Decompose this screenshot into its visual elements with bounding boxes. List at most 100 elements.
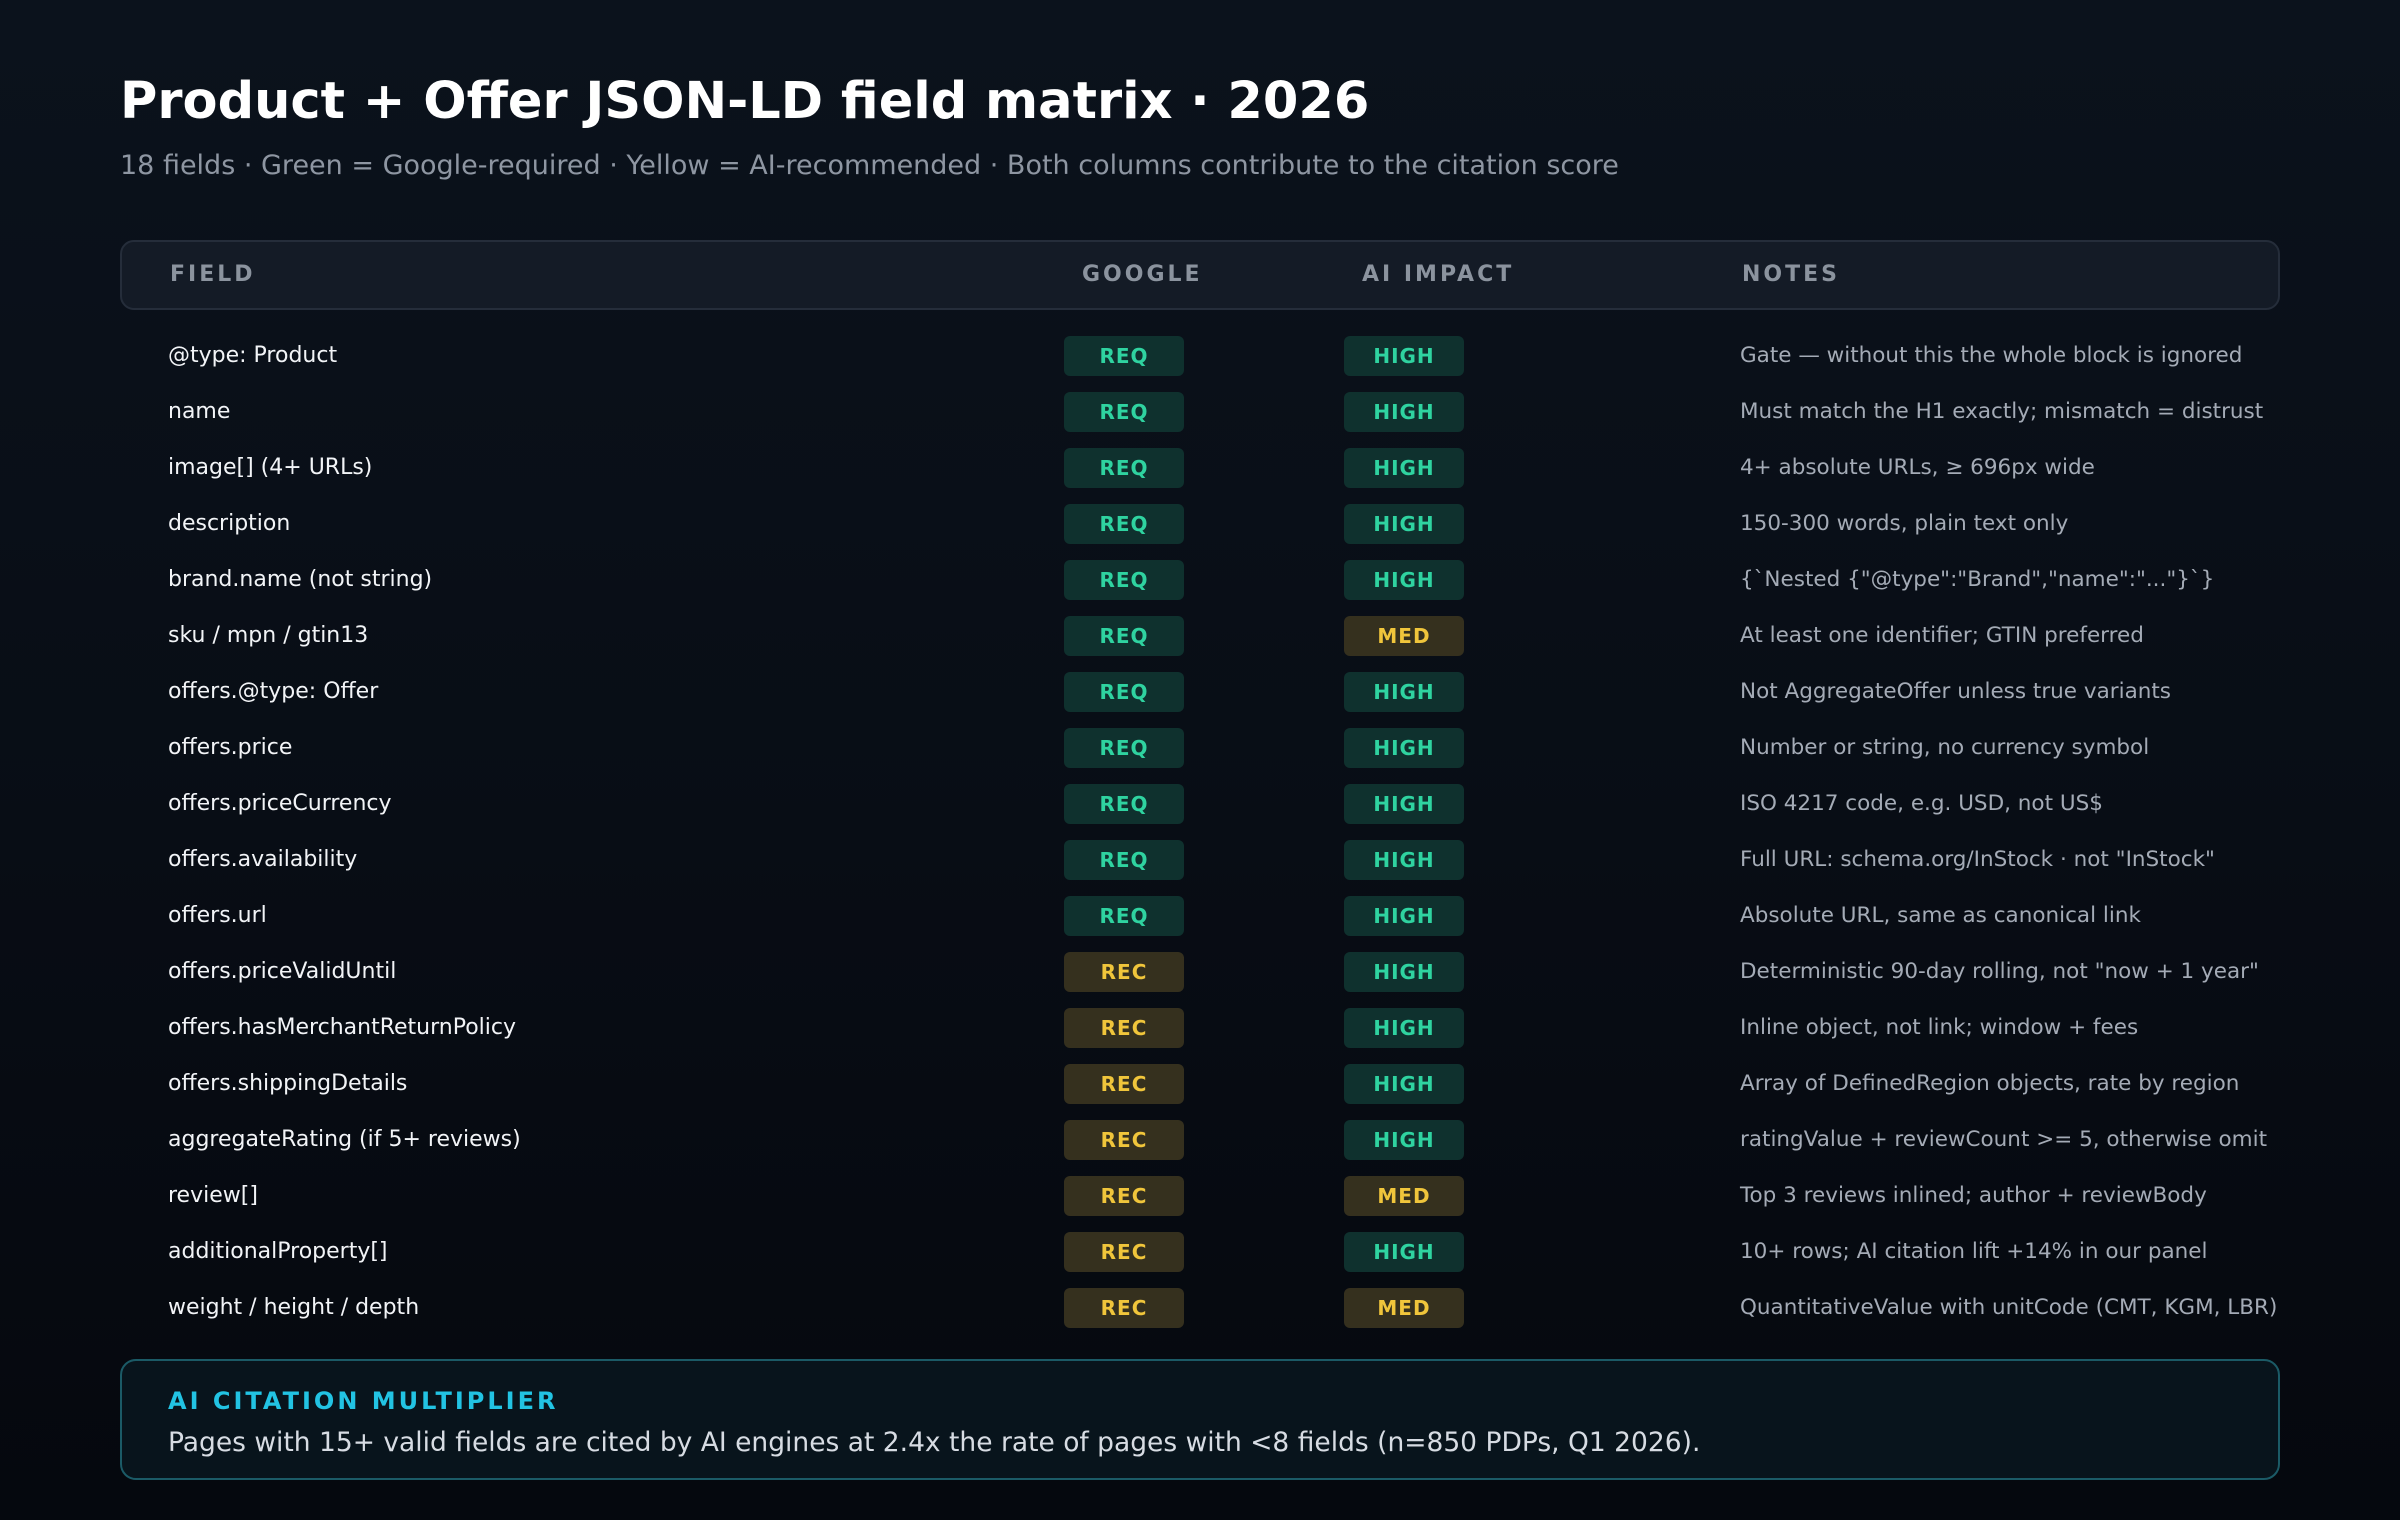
field-notes: QuantitativeValue with unitCode (CMT, KG…: [1740, 1295, 2278, 1320]
ai-impact-badge: HIGH: [1344, 784, 1464, 824]
table-row: offers.priceValidUntil REC HIGH Determinist…: [120, 944, 2280, 1000]
ai-impact-badge: HIGH: [1344, 896, 1464, 936]
ai-impact-badge: HIGH: [1344, 952, 1464, 992]
table-row: description REQ HIGH 150-300 words, plain t…: [120, 496, 2280, 552]
google-status-badge: REQ: [1064, 896, 1184, 936]
ai-impact-badge: HIGH: [1344, 728, 1464, 768]
field-name: offers.price: [168, 735, 293, 760]
ai-citation-callout: AI CITATION MULTIPLIER Pages with 15+ va…: [120, 1359, 2280, 1480]
column-header-field: FIELD: [170, 262, 256, 287]
field-notes: Array of DefinedRegion objects, rate by …: [1740, 1071, 2240, 1096]
field-notes: At least one identifier; GTIN preferred: [1740, 623, 2144, 648]
table-row: offers.shippingDetails REC HIGH Array of De…: [120, 1056, 2280, 1112]
column-header-ai-impact: AI IMPACT: [1362, 262, 1515, 287]
callout-title: AI CITATION MULTIPLIER: [168, 1387, 559, 1415]
google-status-badge: REQ: [1064, 392, 1184, 432]
field-name: review[]: [168, 1183, 258, 1208]
field-name: offers.availability: [168, 847, 358, 872]
table-row: offers.url REQ HIGH Absolute URL, same as c…: [120, 888, 2280, 944]
ai-impact-badge: HIGH: [1344, 336, 1464, 376]
field-name: offers.url: [168, 903, 267, 928]
ai-impact-badge: MED: [1344, 616, 1464, 656]
field-name: offers.@type: Offer: [168, 679, 379, 704]
google-status-badge: REC: [1064, 1008, 1184, 1048]
field-notes: 10+ rows; AI citation lift +14% in our p…: [1740, 1239, 2208, 1264]
field-notes: Full URL: schema.org/InStock · not "InSt…: [1740, 847, 2215, 872]
google-status-badge: REQ: [1064, 504, 1184, 544]
ai-impact-badge: HIGH: [1344, 560, 1464, 600]
ai-impact-badge: HIGH: [1344, 1232, 1464, 1272]
google-status-badge: REC: [1064, 1176, 1184, 1216]
table-row: sku / mpn / gtin13 REQ MED At least one ide…: [120, 608, 2280, 664]
table-row: offers.hasMerchantReturnPolicy REC HIGH Inl…: [120, 1000, 2280, 1056]
table-row: offers.price REQ HIGH Number or string, no …: [120, 720, 2280, 776]
field-name: additionalProperty[]: [168, 1239, 388, 1264]
table-row: aggregateRating (if 5+ reviews) REC HIGH ra…: [120, 1112, 2280, 1168]
google-status-badge: REC: [1064, 1064, 1184, 1104]
field-name: brand.name (not string): [168, 567, 433, 592]
ai-impact-badge: HIGH: [1344, 840, 1464, 880]
google-status-badge: REC: [1064, 1232, 1184, 1272]
table-row: offers.availability REQ HIGH Full URL: sche…: [120, 832, 2280, 888]
field-name: @type: Product: [168, 343, 338, 368]
ai-impact-badge: HIGH: [1344, 504, 1464, 544]
ai-impact-badge: HIGH: [1344, 1064, 1464, 1104]
field-notes: {`Nested {"@type":"Brand","name":"..."}`…: [1740, 567, 2215, 592]
callout-body: Pages with 15+ valid fields are cited by…: [168, 1427, 1701, 1458]
table-row: brand.name (not string) REQ HIGH {`Nested {…: [120, 552, 2280, 608]
table-row: @type: Product REQ HIGH Gate — without this…: [120, 328, 2280, 384]
field-name: offers.priceCurrency: [168, 791, 392, 816]
table-row: name REQ HIGH Must match the H1 exactly; mi…: [120, 384, 2280, 440]
ai-impact-badge: HIGH: [1344, 392, 1464, 432]
table-row: review[] REC MED Top 3 reviews inlined; aut…: [120, 1168, 2280, 1224]
field-name: offers.hasMerchantReturnPolicy: [168, 1015, 516, 1040]
field-notes: Number or string, no currency symbol: [1740, 735, 2150, 760]
ai-impact-badge: HIGH: [1344, 1120, 1464, 1160]
field-notes: ISO 4217 code, e.g. USD, not US$: [1740, 791, 2103, 816]
google-status-badge: REQ: [1064, 784, 1184, 824]
field-notes: Must match the H1 exactly; mismatch = di…: [1740, 399, 2264, 424]
page-title: Product + Offer JSON-LD field matrix · 2…: [120, 72, 1370, 131]
google-status-badge: REC: [1064, 1288, 1184, 1328]
field-notes: Inline object, not link; window + fees: [1740, 1015, 2139, 1040]
google-status-badge: REQ: [1064, 616, 1184, 656]
ai-impact-badge: HIGH: [1344, 448, 1464, 488]
google-status-badge: REQ: [1064, 728, 1184, 768]
field-notes: Top 3 reviews inlined; author + reviewBo…: [1740, 1183, 2207, 1208]
google-status-badge: REQ: [1064, 448, 1184, 488]
column-header-notes: NOTES: [1742, 262, 1840, 287]
ai-impact-badge: HIGH: [1344, 672, 1464, 712]
table-row: image[] (4+ URLs) REQ HIGH 4+ absolute URLs…: [120, 440, 2280, 496]
field-notes: Absolute URL, same as canonical link: [1740, 903, 2141, 928]
google-status-badge: REQ: [1064, 840, 1184, 880]
table-row: additionalProperty[] REC HIGH 10+ rows; AI …: [120, 1224, 2280, 1280]
field-name: aggregateRating (if 5+ reviews): [168, 1127, 521, 1152]
field-name: sku / mpn / gtin13: [168, 623, 369, 648]
ai-impact-badge: MED: [1344, 1288, 1464, 1328]
google-status-badge: REQ: [1064, 560, 1184, 600]
field-notes: 150-300 words, plain text only: [1740, 511, 2069, 536]
table-header: FIELD GOOGLE AI IMPACT NOTES: [120, 240, 2280, 310]
field-notes: Deterministic 90-day rolling, not "now +…: [1740, 959, 2259, 984]
page-subtitle: 18 fields · Green = Google-required · Ye…: [120, 150, 1619, 181]
field-name: offers.priceValidUntil: [168, 959, 397, 984]
field-name: weight / height / depth: [168, 1295, 420, 1320]
ai-impact-badge: HIGH: [1344, 1008, 1464, 1048]
field-notes: ratingValue + reviewCount >= 5, otherwis…: [1740, 1127, 2268, 1152]
field-name: offers.shippingDetails: [168, 1071, 408, 1096]
table-row: offers.@type: Offer REQ HIGH Not AggregateO…: [120, 664, 2280, 720]
field-table-body: @type: Product REQ HIGH Gate — without this…: [120, 328, 2280, 1336]
google-status-badge: REQ: [1064, 336, 1184, 376]
google-status-badge: REQ: [1064, 672, 1184, 712]
field-name: image[] (4+ URLs): [168, 455, 373, 480]
google-status-badge: REC: [1064, 1120, 1184, 1160]
column-header-google: GOOGLE: [1082, 262, 1203, 287]
field-name: name: [168, 399, 231, 424]
field-notes: 4+ absolute URLs, ≥ 696px wide: [1740, 455, 2095, 480]
field-notes: Not AggregateOffer unless true variants: [1740, 679, 2172, 704]
google-status-badge: REC: [1064, 952, 1184, 992]
field-notes: Gate — without this the whole block is i…: [1740, 343, 2243, 368]
ai-impact-badge: MED: [1344, 1176, 1464, 1216]
table-row: offers.priceCurrency REQ HIGH ISO 4217 code…: [120, 776, 2280, 832]
field-name: description: [168, 511, 291, 536]
